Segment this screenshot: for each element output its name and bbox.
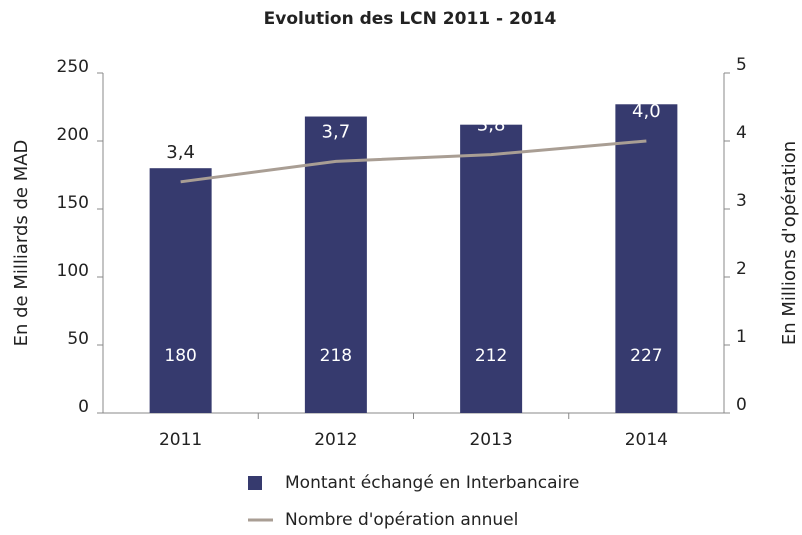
y-tick-label: 50	[67, 329, 89, 349]
y-tick-label: 0	[78, 397, 89, 417]
y2-tick-label: 2	[736, 259, 747, 279]
legend-label: Montant échangé en Interbancaire	[285, 473, 579, 493]
y2-tick-label: 4	[736, 123, 747, 143]
legend-swatch	[248, 476, 262, 490]
bar-value-label: 227	[630, 346, 662, 366]
chart-title: Evolution des LCN 2011 - 2014	[264, 9, 557, 29]
y-axis-label: En de Milliards de MAD	[11, 140, 32, 347]
bar-value-label: 218	[320, 346, 352, 366]
line-value-label: 3,4	[166, 142, 195, 163]
y2-tick-label: 0	[736, 395, 747, 415]
x-tick-label: 2012	[314, 430, 357, 450]
bar	[149, 168, 212, 413]
y2-tick-label: 3	[736, 191, 747, 211]
bar	[615, 104, 678, 413]
x-tick-label: 2013	[469, 430, 512, 450]
y-tick-label: 150	[57, 193, 89, 213]
x-tick-label: 2011	[159, 430, 202, 450]
bar-value-label: 212	[475, 346, 507, 366]
line-value-label: 3,8	[477, 115, 506, 136]
bar	[304, 116, 367, 414]
line-value-label: 4,0	[632, 101, 661, 122]
legend-label: Nombre d'opération annuel	[285, 510, 518, 530]
y-tick-label: 200	[57, 125, 89, 145]
bar-value-label: 180	[164, 346, 196, 366]
y2-axis-label: En Millions d'opération	[779, 141, 800, 345]
line	[180, 139, 647, 184]
line-value-label: 3,7	[322, 121, 351, 142]
y-tick-label: 100	[57, 261, 89, 281]
bar	[460, 124, 523, 414]
y-tick-label: 250	[57, 57, 89, 77]
x-tick-label: 2014	[625, 430, 668, 450]
y2-tick-label: 1	[736, 327, 747, 347]
y2-tick-label: 5	[736, 55, 747, 75]
